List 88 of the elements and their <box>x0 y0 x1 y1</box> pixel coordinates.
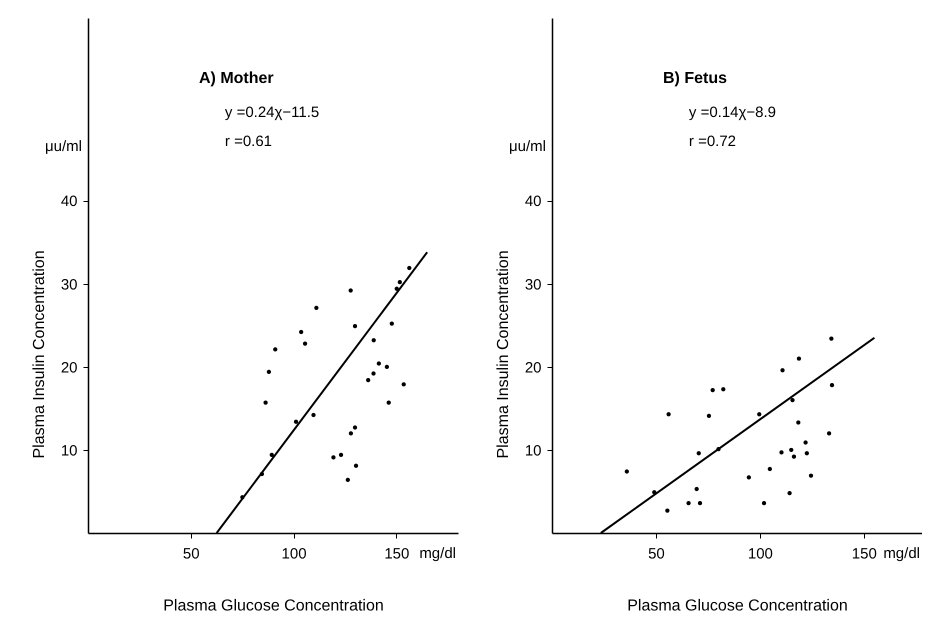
point <box>792 454 796 459</box>
point <box>338 452 344 458</box>
point <box>787 491 792 496</box>
point <box>314 306 318 310</box>
point <box>263 400 268 405</box>
x-tick-label: 150 <box>852 546 877 562</box>
point <box>240 495 244 500</box>
y-tick-label: 40 <box>60 193 78 210</box>
point <box>311 412 316 418</box>
point <box>394 286 399 291</box>
x-tick-label: 50 <box>182 546 200 562</box>
y-tick-label: 10 <box>524 442 542 460</box>
point <box>302 341 308 346</box>
point <box>346 478 350 482</box>
point <box>372 338 376 342</box>
point <box>354 464 358 468</box>
point <box>273 347 278 352</box>
point <box>746 475 751 480</box>
point <box>829 336 834 341</box>
text: μu/ml <box>45 138 82 155</box>
point <box>768 466 772 472</box>
point <box>694 486 699 492</box>
point <box>652 490 656 494</box>
annotation: r =0.61 <box>224 133 272 150</box>
point <box>721 387 726 392</box>
point <box>830 383 834 388</box>
point <box>376 361 381 366</box>
point <box>826 431 832 436</box>
point <box>398 280 402 284</box>
x-tick-label: 50 <box>648 546 665 562</box>
point <box>789 448 794 452</box>
point <box>780 368 785 372</box>
x-axis-title: Plasma Glucose Concentration <box>627 598 848 614</box>
x-tick-label: 100 <box>282 546 307 562</box>
point <box>696 451 701 456</box>
x-tick-label: 100 <box>748 546 773 562</box>
point <box>270 452 274 458</box>
point <box>762 500 766 506</box>
point <box>299 330 304 334</box>
point <box>803 440 808 445</box>
point <box>352 425 358 430</box>
point <box>796 420 800 425</box>
y-tick-label: 20 <box>60 359 78 376</box>
point <box>686 500 691 506</box>
point <box>757 412 762 416</box>
y-tick-label: 30 <box>524 276 542 294</box>
y-tick-label: 20 <box>524 359 542 376</box>
point <box>407 266 412 270</box>
point <box>706 414 712 418</box>
point <box>384 364 389 369</box>
text: A) Mother <box>199 70 274 87</box>
y-tick-label: 40 <box>524 193 542 210</box>
point <box>710 388 715 392</box>
point <box>348 288 353 293</box>
text: μu/ml <box>509 138 546 155</box>
annotation: r =0.72 <box>688 133 736 150</box>
annotation: y =0.14χ−8.9 <box>688 104 776 121</box>
y-axis-title: Plasma Insulin Concentration <box>30 250 48 458</box>
point <box>294 420 298 424</box>
point <box>371 371 376 376</box>
text: mg/dl <box>419 545 456 562</box>
point <box>790 398 795 402</box>
point <box>716 446 721 452</box>
point <box>366 378 370 382</box>
point <box>390 322 394 326</box>
point <box>779 450 784 455</box>
point <box>348 431 354 436</box>
point <box>331 455 336 460</box>
point <box>796 356 802 361</box>
point <box>804 451 809 456</box>
point <box>402 382 406 386</box>
text: mg/dl <box>883 545 920 562</box>
point <box>266 370 272 374</box>
y-tick-label: 10 <box>60 442 78 460</box>
point <box>386 400 391 405</box>
point <box>698 500 702 506</box>
point <box>665 508 670 513</box>
point <box>666 412 671 416</box>
text: B) Fetus <box>663 70 728 87</box>
point <box>808 474 814 478</box>
point <box>260 472 264 476</box>
x-tick-label: 150 <box>384 546 410 562</box>
point <box>352 324 358 328</box>
y-axis-title: Plasma Insulin Concentration <box>494 250 512 458</box>
annotation: y =0.24χ−11.5 <box>224 104 320 121</box>
y-tick-label: 30 <box>60 276 78 294</box>
point <box>624 469 629 474</box>
x-axis-title: Plasma Glucose Concentration <box>163 598 384 614</box>
